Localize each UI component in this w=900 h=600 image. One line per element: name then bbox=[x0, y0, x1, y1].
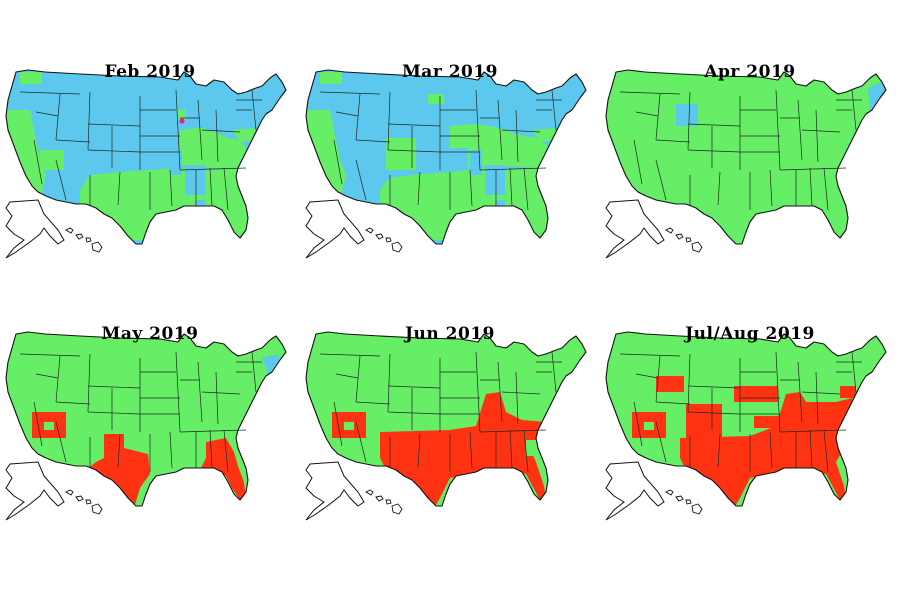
panel-title: Jun 2019 bbox=[405, 324, 495, 344]
region-ga-green bbox=[526, 440, 538, 456]
state-borders bbox=[19, 89, 262, 211]
region-ks-red bbox=[754, 416, 780, 428]
hawaii-shapes bbox=[65, 489, 103, 515]
region-gulf-blue bbox=[495, 200, 505, 210]
region-al-block bbox=[185, 165, 205, 195]
panel-title: May 2019 bbox=[101, 324, 199, 344]
region-ks-blue bbox=[422, 148, 468, 170]
alaska-shape bbox=[605, 461, 665, 521]
map-panel-feb: Feb 2019 bbox=[0, 0, 300, 300]
region-nd-green bbox=[428, 94, 444, 104]
us-map-mar bbox=[305, 69, 587, 259]
state-borders bbox=[19, 351, 262, 473]
panel-title: Mar 2019 bbox=[401, 62, 499, 82]
region-ia-green bbox=[178, 110, 186, 120]
region-az-inner bbox=[44, 422, 54, 430]
region-south-red bbox=[380, 392, 550, 506]
region-tn-block bbox=[470, 150, 482, 175]
region-new-england-blue bbox=[868, 82, 886, 112]
us-map-may bbox=[5, 331, 287, 521]
state-borders bbox=[319, 89, 562, 211]
hawaii-shapes bbox=[665, 489, 703, 515]
region-wa-green bbox=[20, 72, 42, 84]
region-nv-block bbox=[40, 150, 64, 170]
hawaii-shapes bbox=[665, 227, 703, 253]
map-panel-apr: Apr 2019 bbox=[600, 0, 900, 300]
region-ne-strip bbox=[532, 128, 558, 142]
panel-title: Feb 2019 bbox=[104, 62, 196, 82]
us-map-feb bbox=[5, 69, 287, 259]
region-tx-red bbox=[86, 434, 150, 506]
region-south-central bbox=[380, 168, 550, 240]
alaska-shape bbox=[305, 199, 365, 259]
hawaii-shapes bbox=[65, 227, 103, 253]
state-borders bbox=[319, 351, 562, 473]
region-nj-red bbox=[858, 390, 866, 408]
marker-dot bbox=[179, 118, 185, 124]
region-wy-blue bbox=[676, 104, 698, 126]
region-wy-block bbox=[386, 138, 416, 170]
region-gulf-blue bbox=[195, 200, 205, 210]
region-fl-ga-red bbox=[200, 438, 246, 500]
region-ia-red bbox=[734, 386, 778, 402]
state-borders bbox=[619, 89, 862, 211]
us-map-jun bbox=[305, 331, 587, 521]
map-panel-jun: Jun 2019 bbox=[300, 262, 600, 562]
region-ne-strip bbox=[232, 128, 258, 142]
alaska-shape bbox=[5, 199, 65, 259]
region-south-central bbox=[80, 168, 250, 240]
alaska-shape bbox=[305, 461, 365, 521]
alaska-shape bbox=[5, 461, 65, 521]
region-ky-block bbox=[196, 128, 206, 140]
us-map-jul-aug bbox=[605, 331, 887, 521]
region-az-inner bbox=[644, 422, 654, 430]
panel-title: Apr 2019 bbox=[704, 62, 796, 82]
map-panel-may: May 2019 bbox=[0, 262, 300, 562]
alaska-shape bbox=[605, 199, 665, 259]
us-map-apr bbox=[605, 69, 887, 259]
hawaii-shapes bbox=[365, 227, 403, 253]
region-tn-block bbox=[170, 150, 182, 175]
state-borders bbox=[619, 351, 862, 473]
region-wy-red bbox=[656, 376, 684, 392]
region-south-red bbox=[680, 392, 860, 506]
region-az-inner bbox=[344, 422, 354, 430]
map-panel-jul-aug: Jul/Aug 2019 bbox=[600, 262, 900, 562]
panel-title: Jul/Aug 2019 bbox=[685, 324, 815, 344]
hawaii-shapes bbox=[365, 489, 403, 515]
region-al-block bbox=[485, 165, 505, 195]
region-wa-green bbox=[320, 72, 342, 84]
region-ne-red bbox=[840, 386, 856, 398]
map-panel-mar: Mar 2019 bbox=[300, 0, 600, 300]
